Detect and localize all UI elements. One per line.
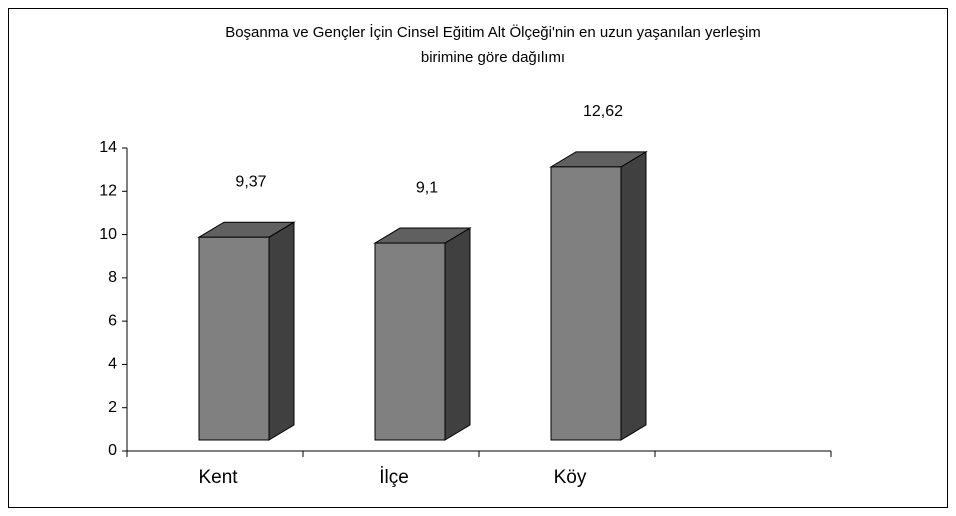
y-tick-label: 10 — [99, 226, 117, 243]
x-tick-label: Köy — [554, 467, 587, 488]
y-tick-label: 4 — [108, 356, 117, 373]
bar-side — [620, 150, 647, 441]
x-tick-label: İlçe — [379, 467, 409, 488]
value-label: 12,62 — [583, 103, 623, 120]
y-tick-label: 6 — [108, 312, 117, 329]
y-tick-label: 0 — [108, 442, 117, 459]
chart-title: birimine göre dağılımı — [421, 49, 565, 66]
y-tick-label: 8 — [108, 269, 117, 286]
x-tick-label: Kent — [198, 467, 238, 488]
chart-title: Boşanma ve Gençler İçin Cinsel Eğitim Al… — [225, 23, 761, 41]
bar-side — [268, 221, 295, 441]
y-tick-label: 14 — [99, 139, 117, 156]
y-tick-label: 12 — [99, 183, 117, 200]
bar — [550, 166, 622, 441]
y-tick-label: 2 — [108, 399, 117, 416]
chart-border — [8, 8, 948, 508]
bar-side — [444, 227, 471, 441]
value-label: 9,37 — [235, 173, 266, 190]
bar — [374, 242, 446, 441]
bar — [198, 236, 270, 441]
value-label: 9,1 — [416, 179, 438, 196]
